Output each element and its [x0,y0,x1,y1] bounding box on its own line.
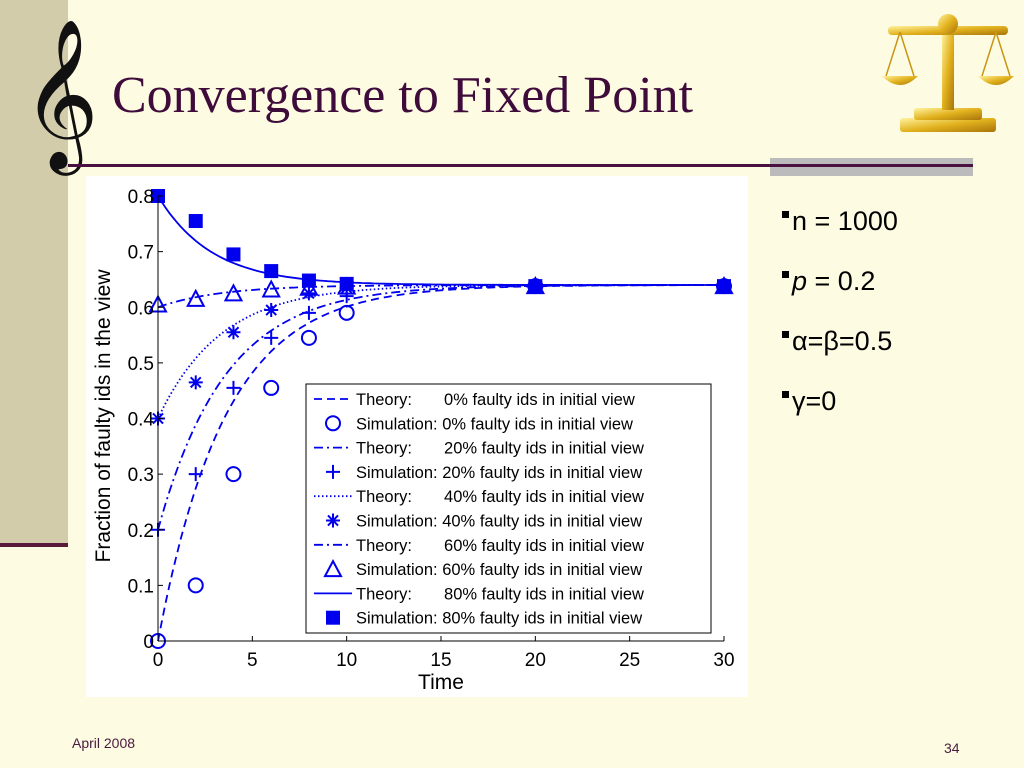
bullet-square-icon [782,331,789,339]
legend-box [305,383,712,634]
x-tick-label: 5 [247,650,258,671]
title-rule-accent [770,158,973,176]
y-tick-label: 0.1 [128,576,154,597]
bullet-value: = 1000 [807,206,898,236]
square-marker [717,279,731,294]
legend-entry: Simulation: 20% faulty ids in initial vi… [356,464,642,482]
y-axis-label: Fraction of faulty ids in the view [92,269,115,563]
theory-curve [157,284,724,642]
bullet-n: n = 1000 [782,206,898,266]
asterisk-marker [188,375,203,390]
square-marker [264,264,279,279]
parameter-list: n = 1000 p = 0.2 α=β=0.5 γ=0 [782,206,898,446]
square-marker [301,273,316,288]
plus-marker [264,330,279,345]
square-marker [188,214,203,229]
square-marker [226,247,241,262]
bullet-p: p = 0.2 [782,266,898,326]
square-marker [339,276,354,291]
theory-curve [157,284,724,309]
circle-marker [187,577,204,594]
left-decor-line [0,543,68,547]
plus-marker [301,305,316,320]
plus-marker [226,380,241,395]
scales-of-justice-icon [882,14,1014,132]
legend-entry: Theory: 40% faulty ids in initial view [356,488,644,506]
legend-entry: Theory: 20% faulty ids in initial view [356,440,644,458]
asterisk-marker [301,286,316,301]
bullet-square-icon [782,391,789,399]
y-tick-label: 0.8 [128,187,154,208]
legend-entry: Theory: 60% faulty ids in initial view [356,537,644,555]
bullet-gamma: γ=0 [782,386,898,446]
page-number: 34 [944,740,960,756]
bullet-label: n [792,206,808,236]
x-tick-label: 10 [336,650,357,671]
square-marker [326,610,340,625]
plus-marker [326,464,340,479]
legend-entry: Simulation: 40% faulty ids in initial vi… [356,513,642,531]
bullet-value: = 0.2 [807,266,876,296]
legend-entry: Simulation: 0% faulty ids in initial vie… [356,415,633,433]
x-axis-label: Time [418,671,464,694]
legend-entry: Theory: 80% faulty ids in initial view [356,585,644,603]
x-tick-label: 15 [430,650,451,671]
circle-marker [225,466,242,483]
x-tick-label: 25 [619,650,640,671]
plus-marker [188,467,203,482]
x-tick-label: 30 [713,650,734,671]
triangle-marker [261,279,281,298]
bullet-square-icon [782,211,789,219]
convergence-chart: 0 5 10 15 20 25 30 0 0.1 0.2 0.3 0.4 0.5 0.6 0.7 0.8 Th… [92,187,735,694]
legend-entry: Simulation: 80% faulty ids in initial vi… [356,610,642,628]
bullet-label: γ=0 [792,386,837,416]
title-rule [68,164,973,167]
footer-date: April 2008 [72,735,136,751]
y-tick-label: 0.4 [128,410,155,431]
theory-curve [157,195,724,286]
x-tick-label: 0 [153,650,164,671]
bullet-label: α=β=0.5 [792,326,893,356]
asterisk-marker [226,325,241,340]
slide-title: Convergence to Fixed Point [112,67,694,124]
bullet-alpha-beta: α=β=0.5 [782,326,898,386]
y-tick-label: 0.3 [128,465,154,486]
legend-entry: Theory: 0% faulty ids in initial view [356,391,635,409]
legend-entry: Simulation: 60% faulty ids in initial vi… [356,561,642,579]
bullet-label: p [792,266,808,296]
theory-curve [157,284,724,531]
circle-marker [263,379,280,396]
chart-panel: 0 5 10 15 20 25 30 0 0.1 0.2 0.3 0.4 0.5 0.6 0.7 0.8 Th… [86,176,748,697]
y-tick-label: 0.5 [128,354,154,375]
y-tick-label: 0.7 [128,243,154,264]
circle-marker [300,329,317,346]
left-decor-band [0,0,68,546]
triangle-marker [186,288,206,307]
y-tick-label: 0.6 [128,298,154,319]
asterisk-marker [264,303,279,318]
y-tick-label: 0 [143,632,154,653]
circle-marker [325,415,341,432]
bullet-square-icon [782,271,789,279]
asterisk-marker [326,513,340,528]
triangle-marker [323,558,343,578]
square-marker [528,279,543,294]
x-tick-label: 20 [525,650,546,671]
triangle-marker [223,283,244,302]
circle-marker [338,304,355,321]
treble-clef-icon: 𝄞 [22,17,99,169]
y-tick-label: 0.2 [128,521,154,542]
